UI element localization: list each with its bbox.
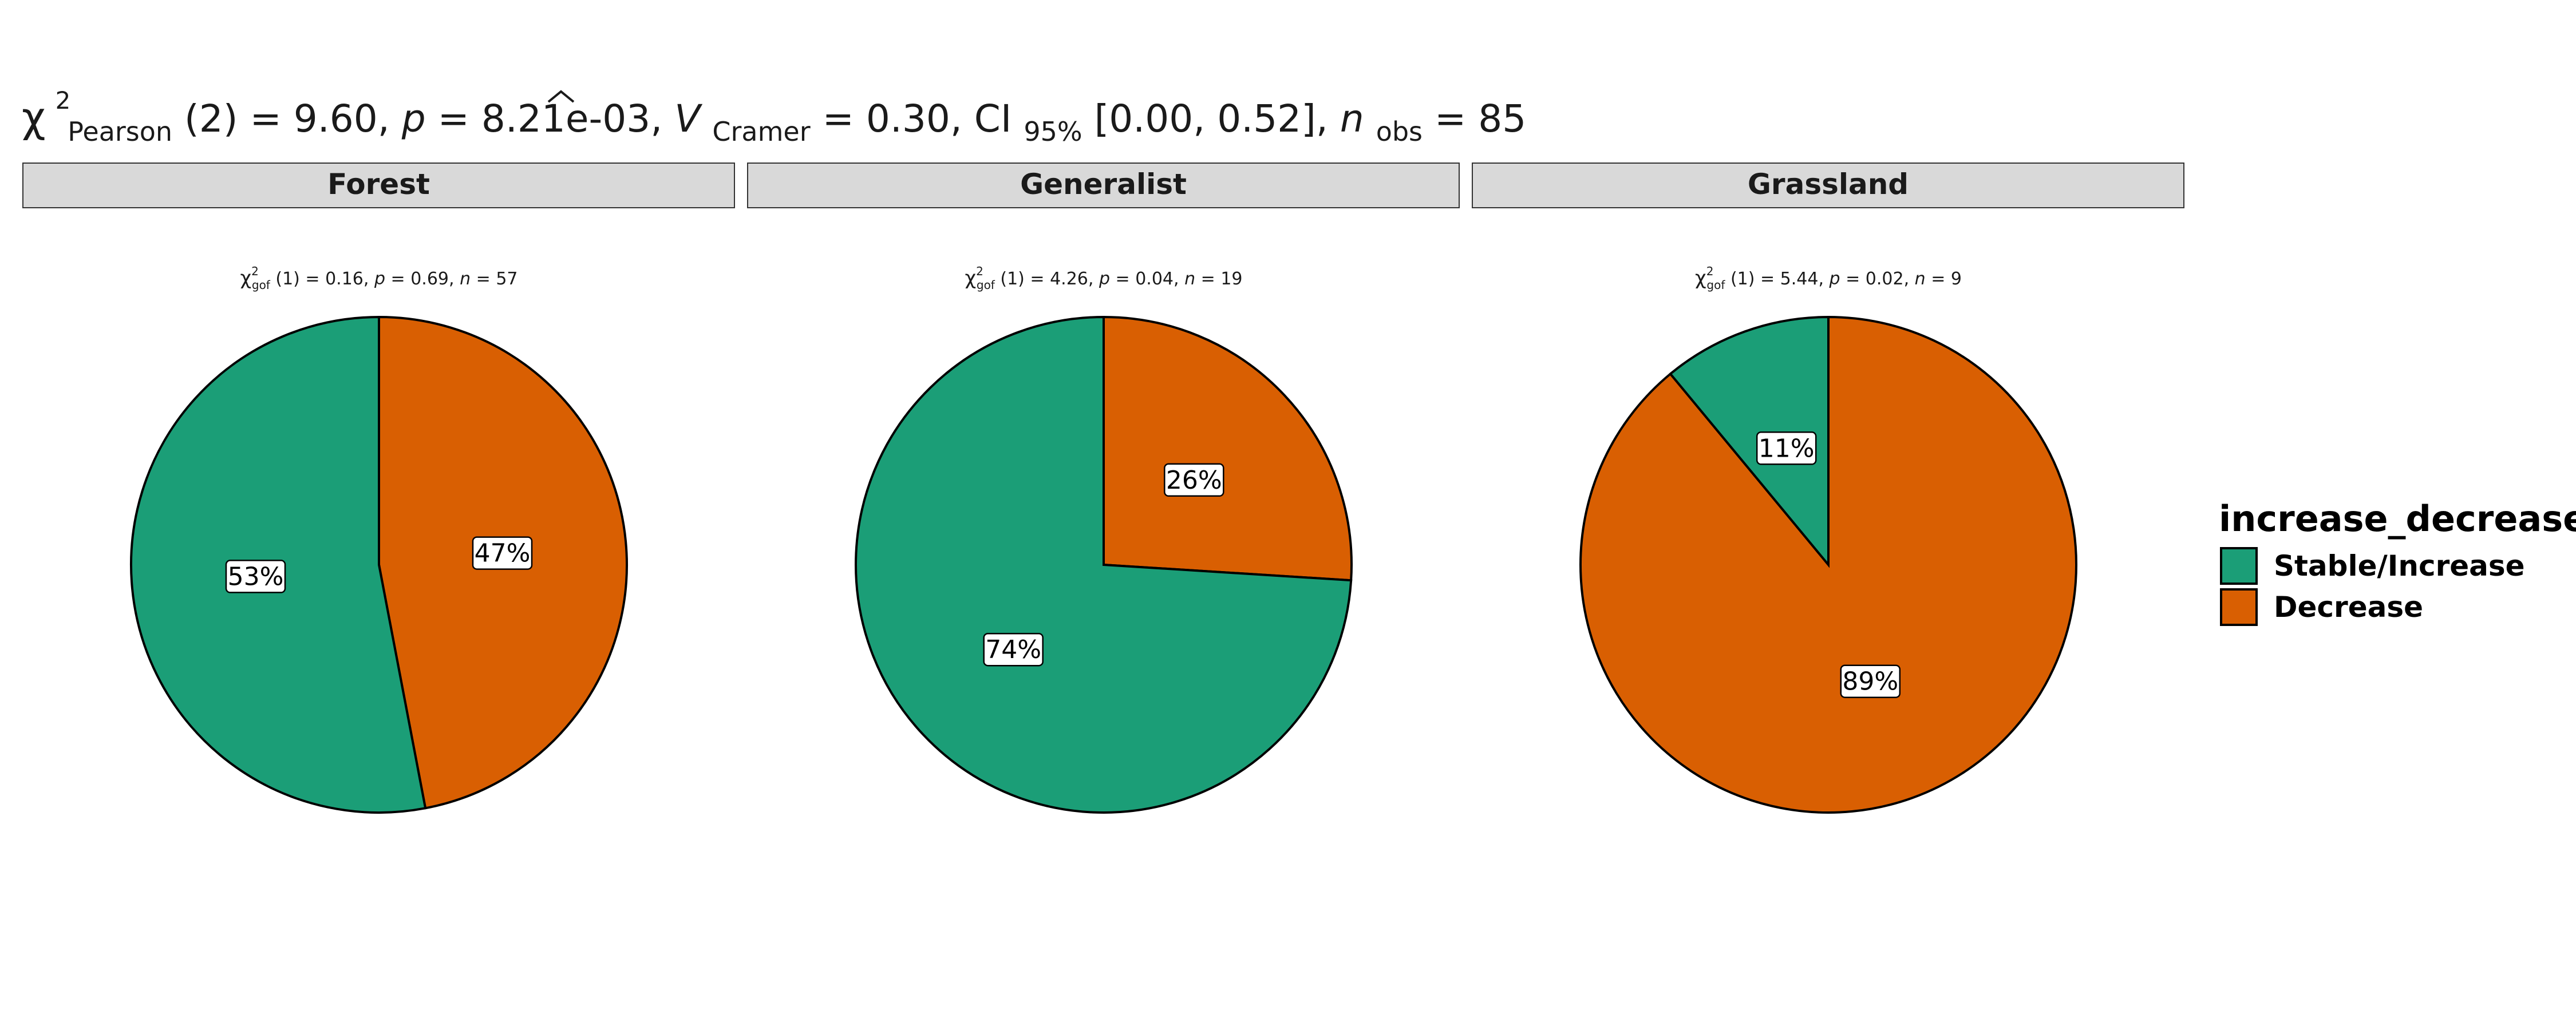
legend-label-stable-increase: Stable/Increase [2274, 549, 2525, 583]
legend-label-decrease: Decrease [2274, 591, 2423, 624]
pie-label-forest-stable-increase: 53% [228, 562, 284, 591]
pie-slice-grassland-stable-increase [1669, 315, 1830, 568]
pie-label-grassland-stable-increase: 11% [1759, 434, 1815, 463]
title-p-symbol: p [401, 97, 426, 141]
pie-label-grassland-decrease: 89% [1842, 667, 1898, 696]
legend-key-stable-increase [2220, 547, 2258, 585]
strip-generalist [747, 163, 1460, 208]
pie-label-generalist-stable-increase: 74% [985, 635, 1041, 664]
legend: increase_decrease Stable/Increase Decrea… [2219, 498, 2576, 626]
strip-grassland [1472, 163, 2184, 208]
pie-label-box-generalist-decrease [1164, 463, 1224, 497]
title-v-symbol: V [674, 97, 702, 141]
title-ci-value: [0.00, 0.52], [1095, 97, 1340, 141]
title-n-value: = 85 [1435, 97, 1526, 141]
facet-grassland: Grassland χ2 gof (1) = 5.44, p = 0.02, n =… [1472, 163, 2184, 814]
title-n-subscript: obs [1376, 116, 1423, 147]
legend-key-decrease [2220, 588, 2258, 626]
pie-label-forest-decrease: 47% [475, 539, 531, 568]
strip-label-grassland: Grassland [1748, 168, 1909, 201]
title-chi-symbol: χ [22, 93, 46, 141]
title-ci-subscript: 95% [1024, 116, 1082, 147]
pie-slice-generalist-stable-increase [855, 315, 1353, 814]
title-stat: (2) = 9.60, [184, 97, 402, 141]
title-chi-subscript: Pearson [68, 116, 172, 147]
title-v-hat [547, 90, 575, 103]
title-chi-superscript: 2 [56, 86, 71, 114]
pie-label-box-grassland-stable-increase [1756, 431, 1817, 465]
title-v-value: = 0.30, CI [823, 97, 1012, 141]
pie-label-box-grassland-decrease [1840, 664, 1901, 698]
facet-forest: Forest χ2 gof (1) = 0.16, p = 0.69, n = 57… [22, 163, 735, 814]
legend-title: increase_decrease [2219, 498, 2576, 540]
subtitle-grassland: χ2 gof (1) = 5.44, p = 0.02, n = 9 [1695, 264, 1962, 292]
pie-slice-grassland-decrease [1579, 315, 2077, 814]
pie-label-box-generalist-stable-increase [983, 632, 1044, 667]
pie-slice-generalist-decrease [1103, 315, 1353, 582]
subtitle-forest: χ2 gof (1) = 0.16, p = 0.69, n = 57 [240, 264, 518, 292]
strip-label-generalist: Generalist [1020, 168, 1187, 201]
pie-label-box-forest-decrease [472, 536, 533, 570]
strip-forest [22, 163, 735, 208]
pie-label-box-forest-stable-increase [225, 560, 286, 593]
title-n-symbol: n [1340, 97, 1364, 141]
chart-title: χ 2 Pearson (2) = 9.60, p = 8.21e-03, V … [22, 74, 1526, 150]
title-v-subscript: Cramer [712, 116, 810, 147]
strip-label-forest: Forest [327, 168, 430, 201]
pie-label-generalist-decrease: 26% [1166, 466, 1222, 495]
facet-generalist: Generalist χ2 gof (1) = 4.26, p = 0.04, n … [747, 163, 1460, 814]
title-p-value: = 8.21e-03, [438, 97, 675, 141]
subtitle-generalist: χ2 gof (1) = 4.26, p = 0.04, n = 19 [965, 264, 1243, 292]
facet-panels: Forest χ2 gof (1) = 0.16, p = 0.69, n = 57… [22, 163, 2184, 814]
